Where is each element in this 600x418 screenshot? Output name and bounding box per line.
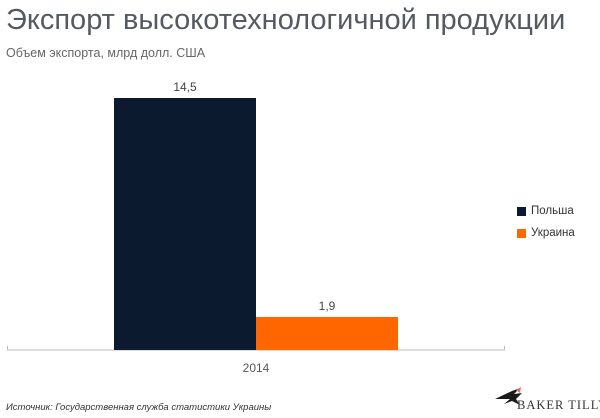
- data-label-poland: 14,5: [173, 80, 197, 94]
- legend-label-ukraine: Украина: [531, 227, 575, 239]
- legend-swatch-poland: [517, 206, 526, 216]
- logo-text: BAKER TILLY: [517, 398, 600, 412]
- chart-subtitle: Объем экспорта, млрд долл. США: [6, 46, 206, 60]
- legend-label-poland: Польша: [531, 205, 574, 217]
- legend-item-poland: Польша: [517, 205, 574, 217]
- bar-ukraine: [256, 316, 398, 350]
- data-label-ukraine: 1,9: [319, 299, 336, 313]
- legend-item-ukraine: Украина: [517, 227, 575, 239]
- baker-tilly-logo-icon: [495, 387, 522, 405]
- source-note: Источник: Государственная служба статист…: [6, 402, 272, 413]
- x-tick-label: 2014: [243, 361, 270, 375]
- legend-swatch-ukraine: [517, 228, 526, 238]
- chart-title: Экспорт высокотехнологичной продукции: [6, 4, 566, 36]
- bar-poland: [114, 98, 256, 350]
